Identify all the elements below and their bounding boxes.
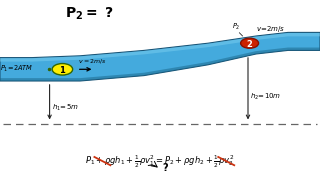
Circle shape bbox=[52, 64, 73, 75]
Circle shape bbox=[241, 38, 259, 48]
Polygon shape bbox=[0, 32, 320, 81]
Text: $v\!=\!2m/s$: $v\!=\!2m/s$ bbox=[256, 24, 285, 34]
Text: $h_2\!=\!10m$: $h_2\!=\!10m$ bbox=[250, 92, 281, 102]
Text: $\mathbf{1}$: $\mathbf{1}$ bbox=[59, 64, 66, 75]
Text: $v\ \!=\!2m/s$: $v\ \!=\!2m/s$ bbox=[78, 57, 107, 65]
Text: $P_1 + \rho g h_1 + \frac{1}{2}\rho v_1^2 = P_2 + \rho g h_2 + \frac{1}{2}\rho v: $P_1 + \rho g h_1 + \frac{1}{2}\rho v_1^… bbox=[85, 154, 235, 170]
Text: $P_2$: $P_2$ bbox=[232, 22, 241, 32]
Text: $\mathbf{2}$: $\mathbf{2}$ bbox=[246, 38, 253, 49]
Polygon shape bbox=[0, 48, 320, 81]
Text: $\mathbf{?}$: $\mathbf{?}$ bbox=[162, 161, 169, 173]
Polygon shape bbox=[0, 33, 320, 62]
Text: $\mathbf{P_2 = \ ?}$: $\mathbf{P_2 = \ ?}$ bbox=[66, 5, 114, 22]
Text: $h_1\!=\!5m$: $h_1\!=\!5m$ bbox=[52, 103, 79, 113]
Text: $P_1\!=\!2ATM$: $P_1\!=\!2ATM$ bbox=[0, 64, 34, 74]
